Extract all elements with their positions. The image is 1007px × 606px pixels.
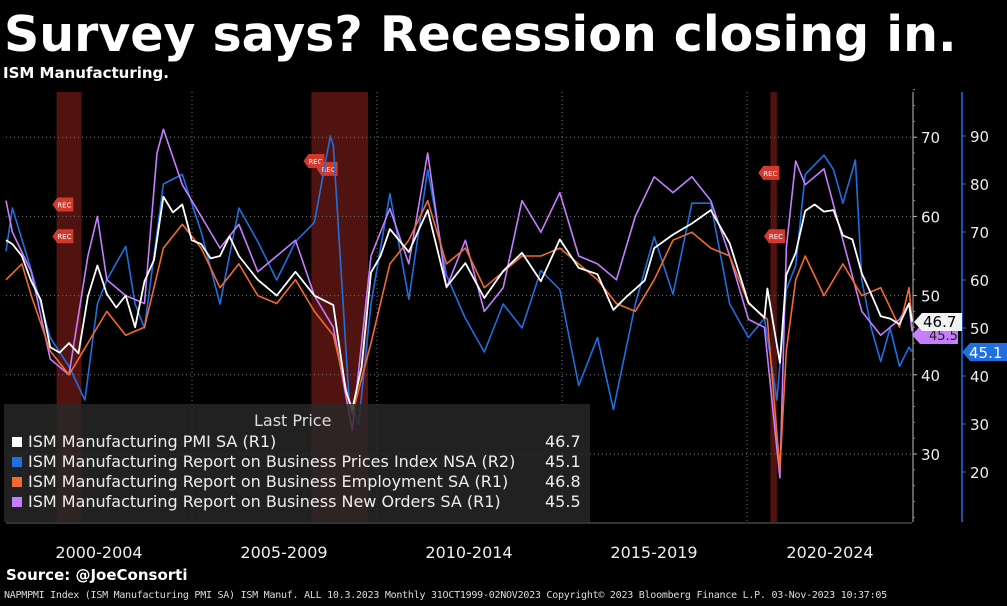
recession-marker: REC: [52, 197, 74, 212]
axis-r2-tick-label: 80: [970, 176, 989, 194]
axis-r1-tick-label: 40: [921, 367, 940, 385]
recession-marker-shape: [763, 229, 785, 244]
legend: Last Price ISM Manufacturing PMI SA (R1)…: [4, 404, 590, 522]
axis-r1-tick-label: 70: [921, 129, 940, 147]
legend-item-new-orders: ISM Manufacturing Report on Business New…: [10, 492, 588, 512]
recession-marker-label: REC: [57, 233, 71, 241]
x-axis-category-label: 2000-2004: [55, 543, 142, 562]
last-label-shape: [914, 313, 962, 331]
footer-metadata: NAPMPMI Index (ISM Manufacturing PMI SA)…: [4, 590, 887, 601]
recession-marker: REC: [52, 229, 74, 244]
recession-marker-label: REC: [769, 233, 783, 241]
last-label-shape: [962, 343, 1007, 361]
recession-marker-shape: [316, 161, 338, 176]
axis-r2-tick-label: 60: [970, 272, 989, 290]
recession-marker-shape: [758, 165, 780, 180]
legend-item-employment: ISM Manufacturing Report on Business Emp…: [10, 472, 588, 492]
series-lines: [5, 128, 913, 479]
axis-r2-tick-label: 20: [970, 464, 989, 482]
axis-r2-tick-label: 30: [970, 416, 989, 434]
recession-marker: REC: [758, 165, 780, 180]
axes: 30 40 50 60 70 20 30 40 50 60 70 80 90: [912, 89, 989, 522]
axis-r2-tick-label: 40: [970, 368, 989, 386]
legend-swatch: [12, 457, 22, 467]
legend-swatch: [12, 477, 22, 487]
last-value-labels: 45.546.7 45.1: [912, 313, 1007, 362]
last-label-text: 45.5: [929, 329, 958, 344]
legend-item-prices: ISM Manufacturing Report on Business Pri…: [10, 452, 588, 472]
recession-marker-label: REC: [763, 170, 777, 178]
legend-item-pmi: ISM Manufacturing PMI SA (R1) 46.7: [10, 432, 588, 452]
legend-value: 46.7: [545, 432, 581, 451]
recession-marker-shape: [52, 229, 74, 244]
legend-value: 45.5: [545, 492, 581, 511]
legend-value: 45.1: [545, 452, 581, 471]
recession-marker-label: REC: [322, 166, 336, 174]
axis-r1-tick-label: 50: [921, 288, 940, 306]
last-label-prices: 45.1: [962, 343, 1007, 362]
legend-swatch: [12, 497, 22, 507]
legend-name: ISM Manufacturing Report on Business Pri…: [28, 452, 516, 471]
source-credit: Source: @JoeConsorti: [6, 566, 188, 584]
x-axis-category-label: 2015-2019: [610, 543, 697, 562]
last-label-text: 46.7: [923, 313, 956, 331]
recession-band: [770, 92, 777, 522]
chart-title: Survey says? Recession closing in.: [4, 6, 957, 63]
axis-r1-tick-label: 30: [921, 446, 940, 464]
series-line-2: [5, 199, 913, 471]
legend-swatch: [12, 437, 22, 447]
x-axis-category-label: 2010-2014: [425, 543, 512, 562]
x-axis-category-label: 2005-2009: [240, 543, 327, 562]
recession-marker: REC: [763, 229, 785, 244]
axis-r2-tick-label: 90: [970, 128, 989, 146]
last-label-pmi: 46.7: [914, 313, 962, 331]
series-line-0: [5, 195, 913, 411]
last-label-text: 45.1: [969, 344, 1002, 362]
legend-value: 46.8: [545, 472, 581, 491]
axis-r2-tick-label: 50: [970, 320, 989, 338]
legend-name: ISM Manufacturing Report on Business New…: [28, 492, 501, 511]
legend-name: ISM Manufacturing Report on Business Emp…: [28, 472, 509, 491]
axis-r2-tick-label: 70: [970, 224, 989, 242]
chart-subtitle: ISM Manufacturing.: [3, 64, 169, 82]
legend-name: ISM Manufacturing PMI SA (R1): [28, 432, 277, 451]
x-axis-category-label: 2020-2024: [786, 543, 873, 562]
recession-marker-label: REC: [308, 158, 322, 166]
recession-marker-shape: [52, 197, 74, 212]
axis-r1-tick-label: 60: [921, 208, 940, 226]
recession-marker: REC: [303, 153, 325, 168]
recession-marker-label: REC: [57, 202, 71, 210]
recession-marker: REC: [316, 161, 338, 176]
recession-marker-shape: [303, 153, 325, 168]
series-line-3: [5, 128, 913, 479]
legend-header: Last Price: [254, 411, 332, 430]
x-axis-categories: 2000-2004 2005-2009 2010-2014 2015-2019 2020…: [6, 522, 912, 562]
